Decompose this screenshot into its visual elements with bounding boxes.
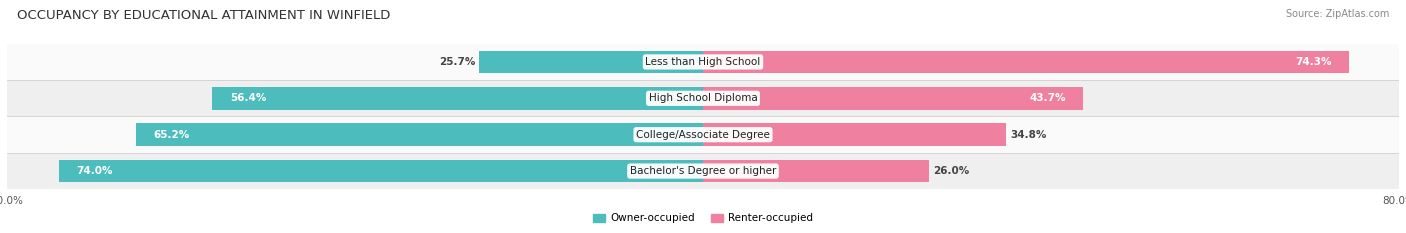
Text: High School Diploma: High School Diploma (648, 93, 758, 103)
Text: OCCUPANCY BY EDUCATIONAL ATTAINMENT IN WINFIELD: OCCUPANCY BY EDUCATIONAL ATTAINMENT IN W… (17, 9, 391, 22)
Text: 65.2%: 65.2% (153, 130, 190, 140)
Bar (703, 160, 929, 182)
Text: 34.8%: 34.8% (1010, 130, 1046, 140)
Text: Bachelor's Degree or higher: Bachelor's Degree or higher (630, 166, 776, 176)
Text: 56.4%: 56.4% (229, 93, 266, 103)
Bar (136, 123, 703, 146)
Bar (7, 116, 1399, 153)
Bar (7, 44, 1399, 80)
Bar (703, 123, 1005, 146)
Text: 74.0%: 74.0% (76, 166, 112, 176)
Legend: Owner-occupied, Renter-occupied: Owner-occupied, Renter-occupied (589, 209, 817, 228)
Text: 43.7%: 43.7% (1029, 93, 1066, 103)
Text: 74.3%: 74.3% (1295, 57, 1331, 67)
Bar (59, 160, 703, 182)
Text: College/Associate Degree: College/Associate Degree (636, 130, 770, 140)
Bar (703, 87, 1083, 110)
Text: Less than High School: Less than High School (645, 57, 761, 67)
Bar (7, 80, 1399, 116)
Bar (212, 87, 703, 110)
Text: 25.7%: 25.7% (439, 57, 475, 67)
Text: Source: ZipAtlas.com: Source: ZipAtlas.com (1285, 9, 1389, 19)
Bar (479, 51, 703, 73)
Bar (7, 153, 1399, 189)
Bar (703, 51, 1350, 73)
Text: 26.0%: 26.0% (934, 166, 970, 176)
